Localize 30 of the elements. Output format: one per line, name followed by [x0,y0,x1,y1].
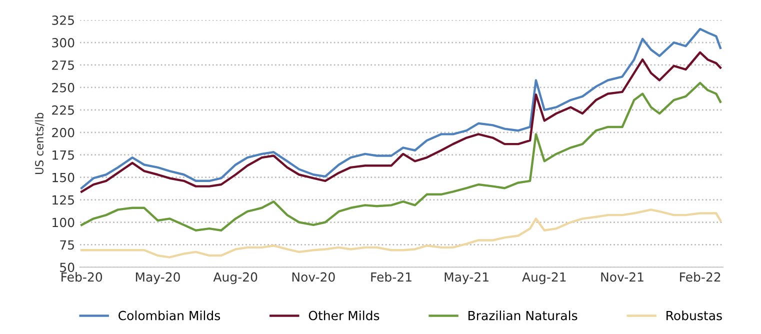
x-tick-label: Feb-20 [62,272,102,282]
y-axis-title: US cents/lb [34,112,44,174]
y-tick-label: 300 [52,38,74,48]
x-tick-label: Nov-20 [292,272,335,282]
x-tick-label: Feb-22 [680,272,720,282]
x-tick-label: Nov-21 [601,272,644,282]
legend-label: Brazilian Naturals [468,310,578,320]
x-tick-label: May-20 [136,272,180,284]
y-tick-label: 250 [52,82,74,92]
legend-label: Robustas [666,310,722,320]
x-tick-label: Aug-21 [522,272,566,284]
y-tick-label: 275 [52,60,74,70]
y-tick-label: 100 [52,218,74,228]
line-series [80,28,722,190]
y-tick-label: 75 [60,240,74,250]
y-tick-label: 125 [52,195,74,205]
x-tick-label: Aug-20 [213,272,258,284]
line-series [80,208,722,258]
y-tick-label: 175 [52,150,74,160]
y-tick-label: 225 [52,105,74,115]
y-tick-label: 150 [52,172,74,182]
y-tick-label: 200 [52,128,74,138]
line-series [80,82,722,232]
y-tick-label: 50 [60,262,74,272]
x-tick-label: Feb-21 [371,272,412,282]
line-series [80,51,722,193]
y-tick-label: 325 [52,16,74,25]
legend-label: Other Milds [308,310,380,320]
x-tick-label: May-21 [444,272,488,284]
legend-label: Colombian Milds [118,310,220,320]
